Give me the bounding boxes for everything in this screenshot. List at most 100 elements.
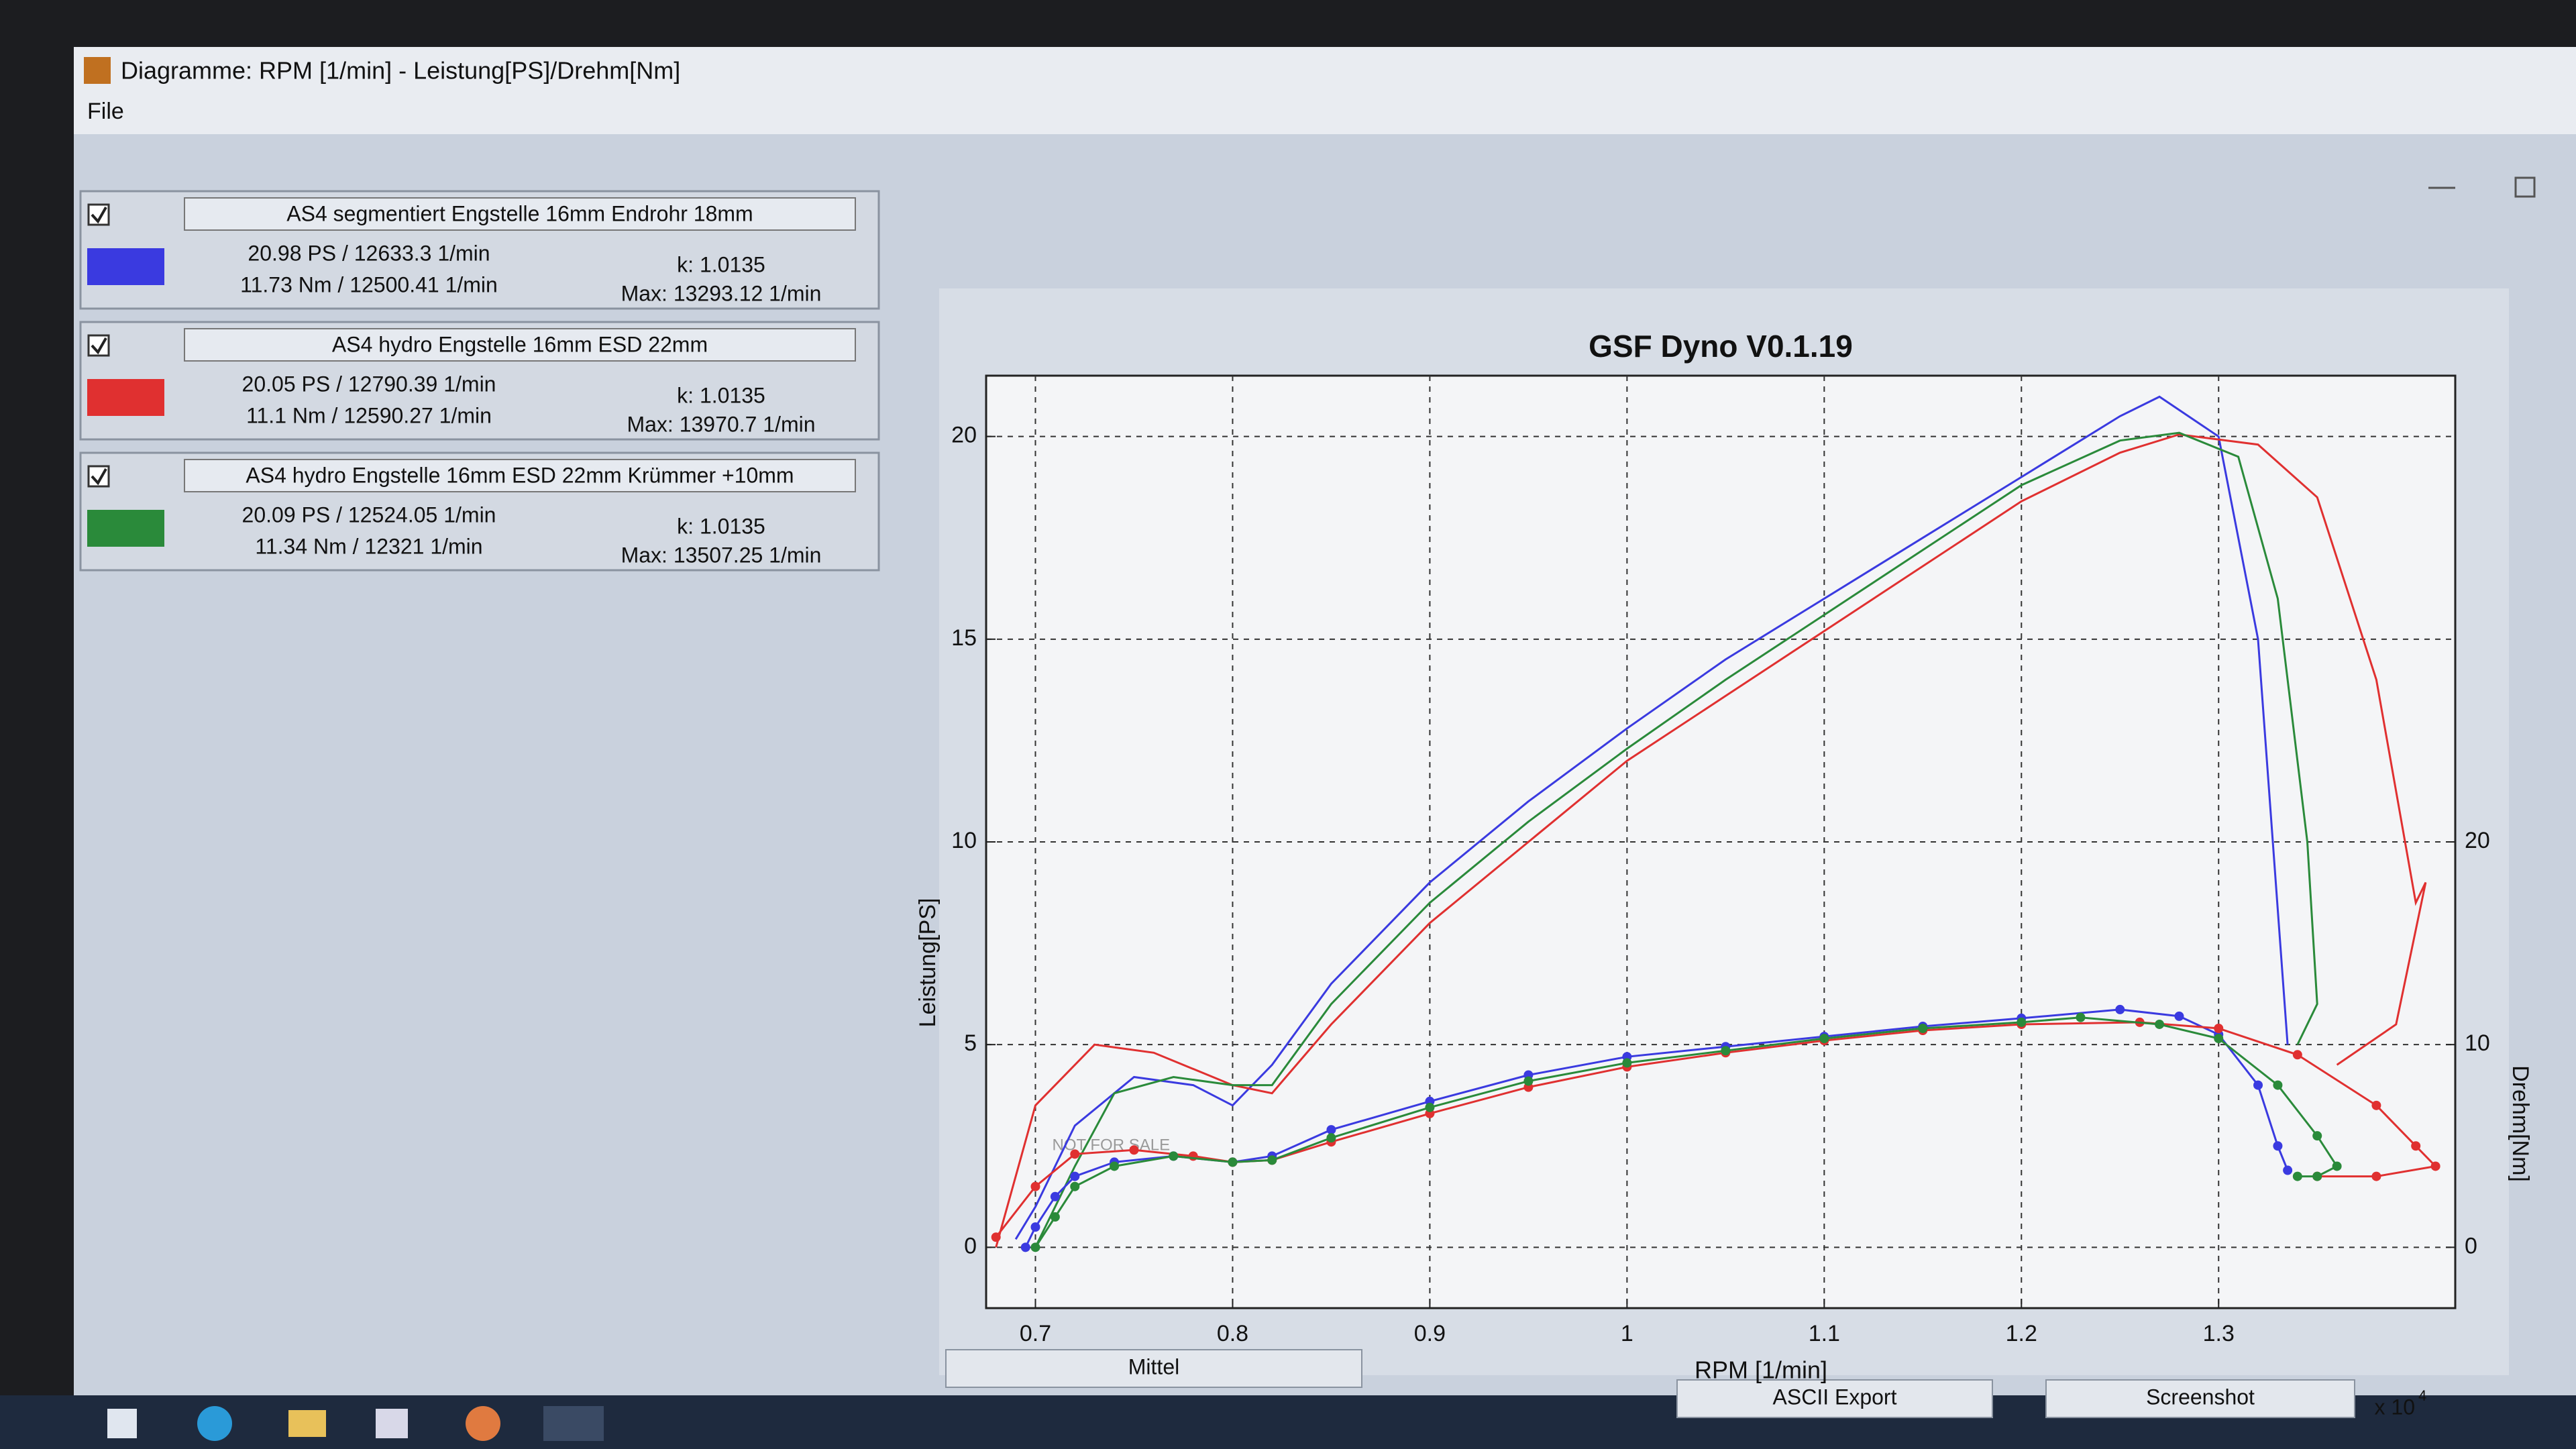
- legend-name-box: [184, 197, 856, 231]
- window-title: Diagramme: RPM [1/min] - Leistung[PS]/Dr…: [121, 57, 680, 85]
- button[interactable]: [2045, 1379, 2355, 1418]
- torque-point: [2312, 1171, 2322, 1181]
- torque-point: [1070, 1171, 1080, 1181]
- torque-point: [2273, 1080, 2283, 1090]
- torque-point: [1523, 1076, 1534, 1086]
- power-line: [1034, 431, 2318, 1248]
- torque-point: [991, 1232, 1001, 1242]
- legend-swatch: [87, 248, 164, 285]
- x-tick-label: 0.8: [1217, 1321, 1248, 1346]
- x-tick-label: 1.3: [2203, 1321, 2235, 1346]
- x-tick-label: 1.2: [2006, 1321, 2037, 1346]
- legend-name: AS4 hydro Engstelle 16mm ESD 22mm: [332, 332, 708, 356]
- torque-point: [2174, 1011, 2184, 1021]
- legend-k: k: 1.0135: [677, 383, 765, 407]
- y-tick-label: 10: [951, 828, 977, 853]
- torque-line: [1024, 1008, 2289, 1248]
- app-icon-taskbar[interactable]: [466, 1406, 500, 1441]
- y-tick-label: 15: [951, 625, 977, 651]
- torque-point: [2371, 1100, 2381, 1110]
- y-tick-label: 5: [964, 1030, 977, 1056]
- button-label[interactable]: ASCII Export: [1773, 1385, 1897, 1409]
- torque-point: [2214, 1034, 2224, 1044]
- checkbox-check: [91, 468, 107, 486]
- legend-max: Max: 13970.7 1/min: [627, 412, 815, 436]
- legend-swatch: [87, 510, 164, 547]
- torque-point: [2017, 1017, 2027, 1027]
- y-axis-label: Leistung[PS]: [915, 898, 941, 1028]
- torque-point: [1030, 1222, 1040, 1232]
- torque-point: [2292, 1050, 2302, 1060]
- start-button[interactable]: [107, 1409, 137, 1438]
- legend-power: 20.09 PS / 12524.05 1/min: [242, 502, 496, 527]
- legend-name-box: [184, 459, 856, 492]
- browser-icon[interactable]: [197, 1406, 232, 1441]
- restore-button[interactable]: [2514, 176, 2536, 198]
- y2-tick-label: 0: [2465, 1233, 2477, 1258]
- taskbar-icons: [107, 1406, 604, 1441]
- torque-point: [2253, 1080, 2263, 1090]
- torque-point: [1070, 1149, 1080, 1159]
- y2-tick-label: 10: [2465, 1030, 2490, 1056]
- torque-point: [1326, 1133, 1336, 1143]
- title-bar: [74, 47, 2576, 134]
- torque-point: [2292, 1171, 2302, 1181]
- torque-point: [2115, 1004, 2125, 1014]
- button-label[interactable]: Mittel: [1128, 1354, 1179, 1379]
- torque-point: [2076, 1012, 2086, 1022]
- x-tick-label: 1.1: [1809, 1321, 1840, 1346]
- torque-point: [2214, 1024, 2224, 1033]
- torque-point: [1020, 1242, 1030, 1252]
- power-line: [995, 433, 2427, 1248]
- torque-point: [2332, 1161, 2342, 1171]
- legend-torque: 11.73 Nm / 12500.41 1/min: [240, 272, 498, 297]
- legend-k: k: 1.0135: [677, 514, 765, 538]
- chart-title: GSF Dyno V0.1.19: [1589, 329, 1853, 364]
- legend-power: 20.98 PS / 12633.3 1/min: [248, 241, 490, 265]
- torque-point: [1425, 1102, 1435, 1112]
- legend-k: k: 1.0135: [677, 252, 765, 276]
- button[interactable]: [1676, 1379, 1993, 1418]
- x-multiplier: x 10: [2375, 1395, 2415, 1419]
- torque-point: [2411, 1141, 2421, 1151]
- torque-point: [2430, 1161, 2440, 1171]
- legend-power: 20.05 PS / 12790.39 1/min: [242, 372, 496, 396]
- torque-point: [1819, 1034, 1829, 1044]
- torque-point: [1070, 1181, 1080, 1191]
- torque-point: [1721, 1046, 1731, 1056]
- x-tick-label: 0.7: [1020, 1321, 1051, 1346]
- legend-max: Max: 13293.12 1/min: [621, 281, 822, 305]
- active-app-icon[interactable]: [543, 1406, 604, 1441]
- torque-point: [1129, 1145, 1139, 1155]
- legend-swatch: [87, 379, 164, 416]
- legend-name-box: [184, 328, 856, 362]
- legend-name: AS4 segmentiert Engstelle 16mm Endrohr 1…: [286, 201, 753, 225]
- torque-point: [1030, 1242, 1040, 1252]
- button-label[interactable]: Screenshot: [2146, 1385, 2255, 1409]
- torque-point: [2371, 1171, 2381, 1181]
- legend-torque: 11.34 Nm / 12321 1/min: [255, 534, 482, 558]
- y2-axis-label: Drehm[Nm]: [2508, 1065, 2533, 1182]
- y2-tick-label: 20: [2465, 828, 2490, 853]
- checkbox-check: [91, 337, 107, 355]
- menu-file[interactable]: File: [87, 99, 124, 124]
- torque-point: [1228, 1157, 1238, 1167]
- torque-point: [1918, 1024, 1928, 1033]
- y-tick-label: 0: [964, 1233, 977, 1258]
- torque-point: [1622, 1058, 1632, 1068]
- y-tick-label: 20: [951, 423, 977, 448]
- torque-point: [1326, 1125, 1336, 1135]
- store-icon[interactable]: [376, 1409, 408, 1438]
- torque-point: [2155, 1019, 2165, 1029]
- legend-max: Max: 13507.25 1/min: [621, 543, 822, 567]
- checkbox-check: [91, 207, 107, 224]
- app-icon: [84, 57, 111, 84]
- button[interactable]: [945, 1349, 1362, 1388]
- x-multiplier-exponent: 4: [2418, 1387, 2426, 1404]
- torque-point: [1169, 1151, 1179, 1161]
- explorer-icon[interactable]: [288, 1410, 326, 1437]
- torque-point: [2312, 1131, 2322, 1141]
- power-line: [1014, 395, 2289, 1240]
